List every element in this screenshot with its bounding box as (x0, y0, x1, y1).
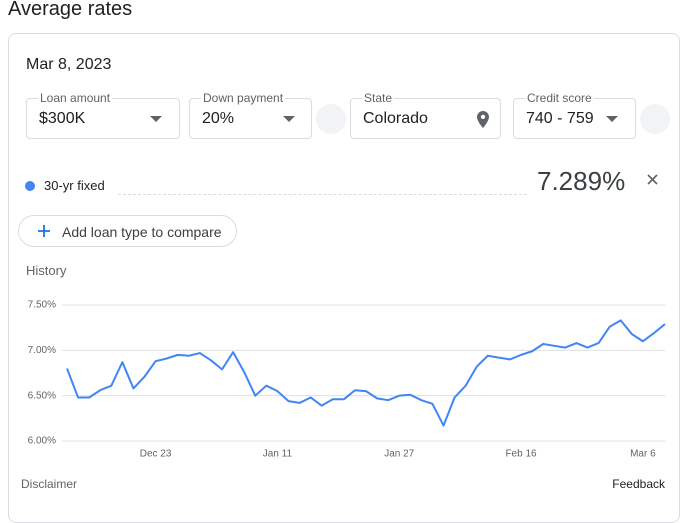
dotted-leader (118, 194, 527, 195)
legend-dot (25, 181, 35, 191)
rate-name: 30-yr fixed (44, 178, 105, 193)
x-tick-label: Mar 6 (630, 449, 656, 460)
dropdown-label: Down payment (201, 91, 286, 105)
button-label: Add loan type to compare (62, 224, 222, 240)
scroll-button (316, 104, 346, 134)
scroll-button (640, 104, 670, 134)
dropdown-arrow (283, 116, 295, 122)
dropdown-value: 740 - 759 (526, 110, 594, 127)
y-tick-label: 7.00% (28, 345, 56, 356)
dropdown[interactable]: Credit score 740 - 759 (513, 91, 636, 139)
history-label: History (26, 263, 67, 278)
x-tick-label: Jan 27 (384, 449, 414, 460)
add-loan-button[interactable]: Add loan type to compare (18, 215, 237, 247)
close-button[interactable] (647, 174, 658, 185)
dropdown-value: 20% (202, 110, 235, 127)
dropdown[interactable]: State Colorado (350, 91, 501, 139)
location-icon (477, 111, 489, 128)
dropdown-label: State (362, 91, 395, 105)
y-tick-label: 6.50% (28, 390, 56, 401)
feedback-link[interactable]: Feedback (612, 477, 665, 491)
x-tick-label: Dec 23 (140, 449, 172, 460)
dropdown-arrow (150, 116, 162, 122)
disclaimer-link[interactable]: Disclaimer (21, 477, 78, 491)
y-tick-label: 6.00% (28, 436, 56, 447)
rate-line (66, 319, 666, 427)
y-tick-label: 7.50% (28, 300, 56, 311)
body: Average rates Mar 8, 2023 Loan amount $3… (8, 0, 680, 523)
dropdown-label: Credit score (525, 91, 594, 105)
dropdown-value: $300K (39, 110, 86, 127)
dropdown[interactable]: Down payment 20% (189, 91, 312, 139)
x-tick-label: Feb 16 (505, 449, 537, 460)
plus-icon (38, 225, 50, 237)
page-title: Average rates (8, 0, 133, 20)
x-tick-label: Jan 11 (263, 449, 293, 460)
rate-value: 7.289% (537, 166, 626, 196)
page: {"header": {"title": "Average rates"}, "… (8, 0, 680, 523)
dropdown-arrow (606, 116, 618, 122)
dropdown-label: Loan amount (38, 91, 113, 105)
dropdown-value: Colorado (363, 110, 428, 127)
date: Mar 8, 2023 (26, 56, 112, 73)
chart: 6.00% 6.50% 7.00% 7.50% Dec 23 Jan 11 Jan 27 Fe… (28, 300, 666, 460)
dropdown[interactable]: Loan amount $300K (26, 91, 180, 139)
